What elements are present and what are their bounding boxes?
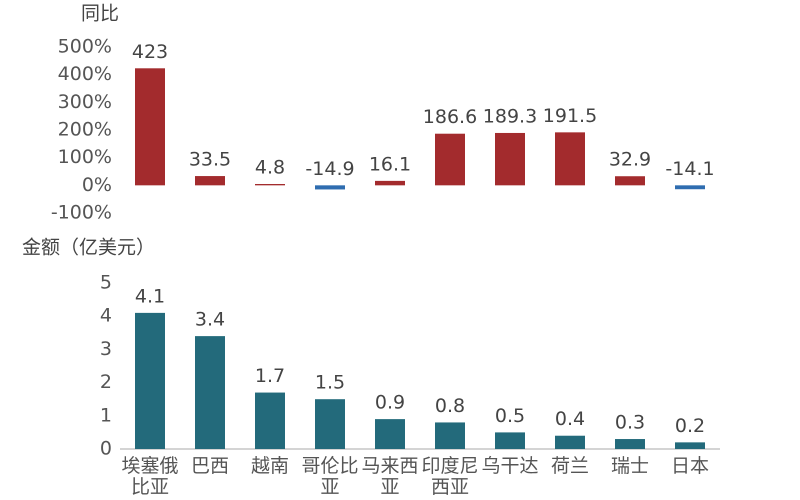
- bar: [135, 68, 165, 186]
- y-tick-label: 0%: [82, 174, 112, 196]
- bar: [315, 399, 345, 449]
- bar: [255, 184, 285, 186]
- bar: [195, 336, 225, 449]
- bar: [375, 180, 405, 186]
- x-tick-label: 乌干达: [481, 455, 538, 477]
- value-label: 0.4: [555, 408, 585, 430]
- x-tick-label: 日本: [671, 455, 709, 477]
- label-line: 印度尼: [421, 455, 478, 477]
- value-label: 0.5: [495, 405, 525, 427]
- label-line: 瑞士: [611, 455, 649, 477]
- bar: [555, 132, 585, 186]
- bar: [675, 185, 705, 190]
- label-line: 日本: [671, 455, 709, 477]
- y-tick-label: 5: [100, 272, 112, 294]
- x-tick-label: 瑞士: [611, 455, 649, 477]
- label-line: 比亚: [131, 476, 169, 498]
- y-tick-label: 3: [100, 338, 112, 360]
- x-tick-label: 荷兰: [551, 455, 589, 477]
- value-label: 423: [132, 41, 168, 63]
- label-line: 巴西: [191, 455, 229, 477]
- bar: [315, 185, 345, 190]
- label-line: 西亚: [431, 476, 469, 498]
- label-line: 亚: [320, 476, 339, 498]
- value-label: 33.5: [189, 149, 231, 171]
- bar: [255, 392, 285, 449]
- label-line: 乌干达: [481, 455, 538, 477]
- label-line: 马来西: [361, 455, 418, 477]
- label-line: 越南: [251, 455, 289, 477]
- y-tick-label: 2: [100, 371, 112, 393]
- value-label: 0.8: [435, 395, 465, 417]
- value-label: 1.5: [315, 372, 345, 394]
- label-line: 亚: [380, 476, 399, 498]
- value-label: 16.1: [369, 153, 411, 175]
- bar: [195, 176, 225, 186]
- y-tick-label: 4: [100, 305, 112, 327]
- value-label: 0.3: [615, 412, 645, 434]
- value-label: -14.1: [665, 158, 714, 180]
- y-axis-title: 金额（亿美元）: [22, 237, 155, 259]
- bar: [435, 133, 465, 186]
- bar: [375, 419, 405, 449]
- y-tick-label: -100%: [51, 202, 112, 224]
- bar: [555, 435, 585, 449]
- bar: [615, 439, 645, 449]
- label-line: 哥伦比: [301, 455, 358, 477]
- x-tick-label: 埃塞俄比亚: [121, 455, 178, 498]
- y-tick-label: 500%: [58, 36, 112, 58]
- value-label: 1.7: [255, 365, 285, 387]
- y-tick-label: 0: [100, 438, 112, 460]
- bar: [435, 422, 465, 449]
- value-label: 0.9: [375, 392, 405, 414]
- value-label: -14.9: [305, 158, 354, 180]
- label-line: 荷兰: [551, 455, 589, 477]
- value-label: 4.1: [135, 285, 165, 307]
- value-label: 186.6: [423, 106, 477, 128]
- value-label: 3.4: [195, 309, 225, 331]
- bar: [495, 132, 525, 186]
- bar: [615, 176, 645, 186]
- y-tick-label: 1: [100, 404, 112, 426]
- y-tick-label: 300%: [58, 91, 112, 113]
- value-label: 189.3: [483, 105, 537, 127]
- label-line: 埃塞俄: [121, 455, 178, 477]
- y-axis-title: 同比: [81, 3, 119, 25]
- x-tick-label: 巴西: [191, 455, 229, 477]
- bar: [675, 442, 705, 449]
- value-label: 191.5: [543, 105, 597, 127]
- y-tick-label: 200%: [58, 119, 112, 141]
- value-label: 32.9: [609, 149, 651, 171]
- value-label: 0.2: [675, 415, 705, 437]
- x-tick-label: 马来西亚: [361, 455, 418, 498]
- bar: [135, 312, 165, 449]
- x-tick-label: 越南: [251, 455, 289, 477]
- bar: [495, 432, 525, 449]
- y-tick-label: 400%: [58, 63, 112, 85]
- value-label: 4.8: [255, 157, 285, 179]
- y-tick-label: 100%: [58, 146, 112, 168]
- x-tick-label: 印度尼西亚: [421, 455, 478, 498]
- x-tick-label: 哥伦比亚: [301, 455, 358, 498]
